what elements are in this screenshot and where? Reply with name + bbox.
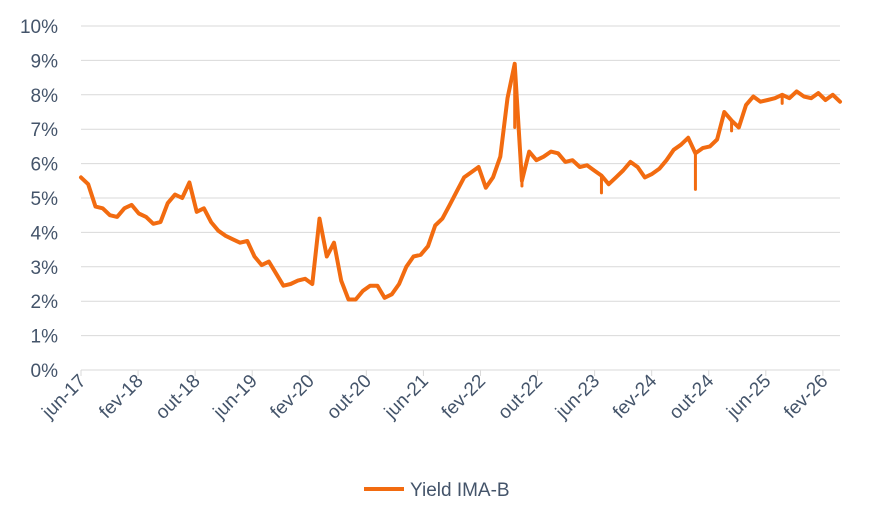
- y-tick-label: 0%: [31, 361, 59, 382]
- y-tick-label: 6%: [31, 155, 59, 176]
- x-tick-label: out-18: [152, 371, 205, 424]
- x-tick-label: out-22: [494, 371, 547, 424]
- y-tick-label: 5%: [31, 189, 59, 210]
- y-tick-label: 8%: [31, 86, 59, 107]
- plot-area: [79, 61, 842, 302]
- y-axis: 0% 1% 2% 3% 4% 5% 6% 7% 8% 9% 10%: [20, 17, 58, 382]
- y-tick-label: 10%: [20, 17, 58, 38]
- legend-label-yield-ima-b: Yield IMA-B: [410, 480, 510, 501]
- x-tick-label: fev-26: [780, 371, 832, 423]
- x-tick-label: jun-25: [722, 371, 775, 424]
- x-tick-label: fev-22: [438, 371, 490, 423]
- x-tick-label: out-24: [665, 370, 718, 423]
- y-tick-label: 2%: [31, 292, 59, 313]
- y-tick-label: 9%: [31, 51, 59, 72]
- legend: Yield IMA-B: [364, 480, 510, 501]
- x-tick-label: fev-24: [609, 370, 661, 422]
- y-tick-label: 4%: [31, 223, 59, 244]
- gridlines: [81, 25, 840, 337]
- y-tick-label: 1%: [31, 327, 59, 348]
- x-tick-label: jun-19: [209, 371, 262, 424]
- x-tick-label: out-20: [323, 371, 376, 424]
- x-tick-label: jun-23: [551, 371, 604, 424]
- series-line-yield-ima-b: [79, 61, 842, 302]
- x-tick-label: fev-20: [267, 371, 319, 423]
- x-axis: jun-17 fev-18 out-18 jun-19 fev-20 out-20 jun-…: [38, 370, 832, 424]
- x-tick-label: jun-21: [380, 371, 433, 424]
- x-tick-label: fev-18: [95, 371, 147, 423]
- y-tick-label: 7%: [31, 120, 59, 141]
- y-tick-label: 3%: [31, 258, 59, 279]
